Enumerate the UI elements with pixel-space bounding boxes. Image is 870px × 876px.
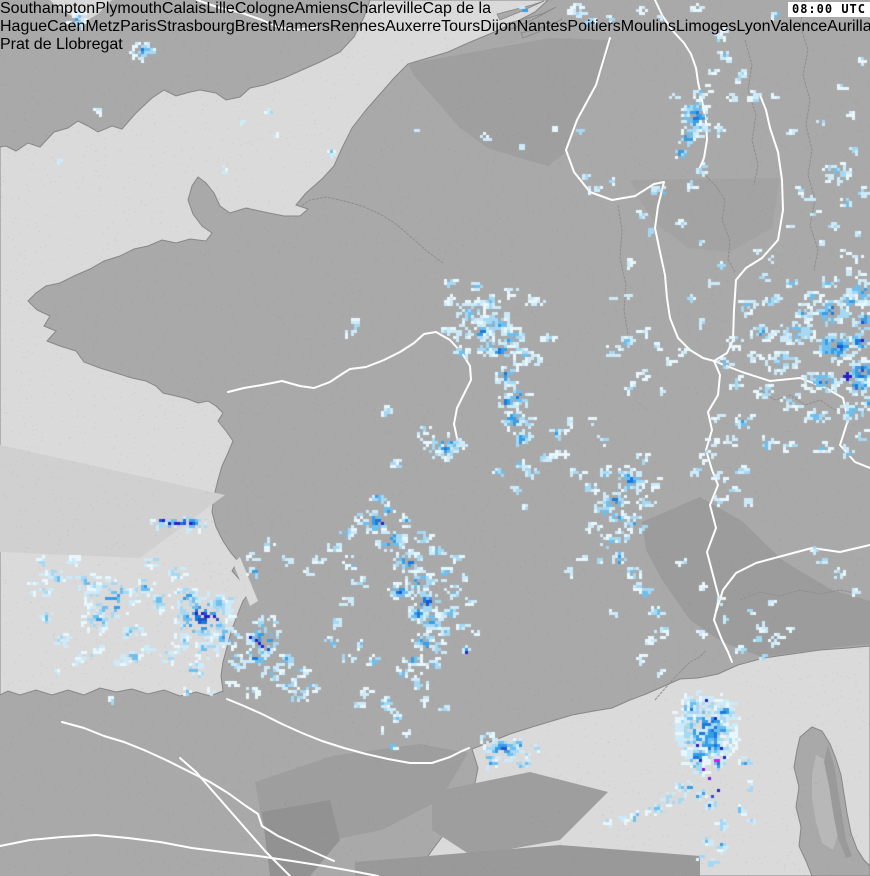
timestamp-badge: 08:00 UTC	[787, 2, 870, 17]
